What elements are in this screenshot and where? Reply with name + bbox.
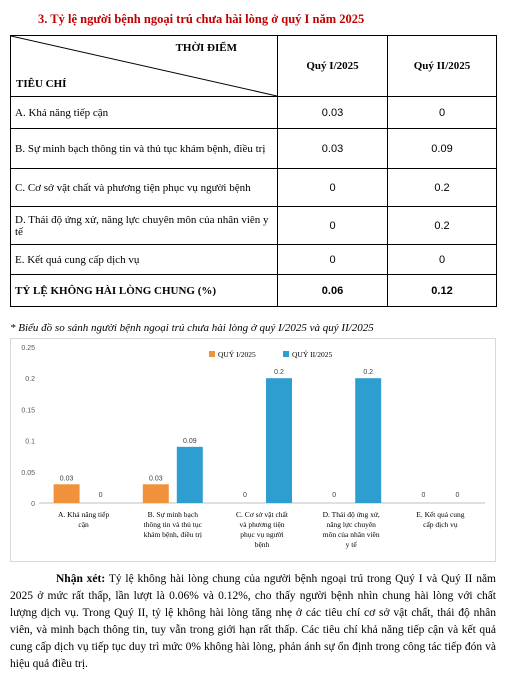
total-q2: 0.12 (387, 274, 497, 307)
row-q1: 0.03 (277, 96, 388, 129)
row-criteria: E. Kết quả cung cấp dịch vụ (10, 244, 278, 275)
x-tick-label: cấp dịch vụ (423, 520, 458, 529)
data-label: 0 (99, 492, 103, 499)
table-total-row: TỶ LỆ KHÔNG HÀI LÒNG CHUNG (%) 0.06 0.12 (10, 274, 497, 307)
row-q2: 0.2 (387, 168, 497, 207)
table-row: D. Thái độ ứng xử, năng lực chuyên môn c… (10, 206, 497, 245)
row-criteria: C. Cơ sở vật chất và phương tiện phục vụ… (10, 168, 278, 207)
dissatisfaction-table: THỜI ĐIỂM TIÊU CHÍ Quý I/2025 Quý II/202… (10, 35, 497, 307)
section-title: 3. Tỷ lệ người bệnh ngoại trú chưa hài l… (38, 12, 365, 26)
row-q1: 0 (277, 168, 388, 207)
data-label: 0.2 (363, 369, 373, 376)
row-q2: 0 (387, 96, 497, 129)
bar-q2 (176, 446, 203, 503)
x-tick-label: phục vụ người (240, 530, 283, 539)
y-tick-label: 0.25 (21, 345, 35, 352)
header-q1: Quý I/2025 (277, 35, 388, 97)
y-tick-label: 0.05 (21, 470, 35, 477)
row-q2: 0.2 (387, 206, 497, 245)
data-label: 0.03 (149, 475, 163, 482)
data-label: 0.2 (274, 369, 284, 376)
bar-q1 (53, 484, 80, 503)
table-header-row: THỜI ĐIỂM TIÊU CHÍ Quý I/2025 Quý II/202… (10, 35, 497, 97)
data-label: 0 (243, 492, 247, 499)
data-label: 0 (332, 492, 336, 499)
x-tick-label: thông tin và thủ tục (144, 520, 203, 529)
remarks-paragraph: Nhận xét: Tỷ lệ không hài lòng chung của… (10, 571, 496, 673)
chart-svg: 0 0.05 0.1 0.15 0.2 0.25 0.03 0 A. Khả năng tiếp… (21, 345, 485, 549)
x-tick-label: D. Thái độ ứng xử, (323, 510, 380, 519)
legend-swatch-q2 (283, 351, 289, 357)
data-label: 0 (455, 492, 459, 499)
row-criteria: B. Sự minh bạch thông tin và thủ tục khá… (10, 128, 278, 169)
remarks-label: Nhận xét: (56, 573, 106, 585)
y-tick-label: 0.2 (25, 376, 35, 383)
bar-q2 (266, 378, 292, 503)
header-criteria: TIÊU CHÍ (16, 78, 67, 90)
x-tick-label: khám bệnh, điều trị (144, 530, 202, 539)
total-q1: 0.06 (277, 274, 388, 307)
table-row: B. Sự minh bạch thông tin và thủ tục khá… (10, 128, 497, 169)
chart-caption: * Biểu đồ so sánh người bệnh ngoại trú c… (10, 322, 374, 334)
y-tick-label: 0.15 (21, 407, 35, 414)
row-q2: 0 (387, 244, 497, 275)
row-criteria: D. Thái độ ứng xử, năng lực chuyên môn c… (10, 206, 278, 245)
legend-label: QUÝ I/2025 (218, 349, 256, 359)
data-label: 0 (421, 492, 425, 499)
diagonal-line (11, 36, 277, 96)
legend-swatch-q1 (209, 351, 215, 357)
x-tick-label: môn của nhân viên (323, 530, 380, 539)
x-tick-label: cận (78, 520, 89, 529)
row-q1: 0 (277, 206, 388, 245)
data-label: 0.09 (183, 438, 197, 445)
header-time: THỜI ĐIỂM (175, 42, 237, 54)
comparison-chart: 0 0.05 0.1 0.15 0.2 0.25 0.03 0 A. Khả năng tiếp… (10, 338, 496, 562)
x-tick-label: và phương tiện (239, 520, 284, 529)
y-tick-label: 0 (31, 501, 35, 508)
header-q2: Quý II/2025 (387, 35, 497, 97)
x-tick-label: bệnh (255, 540, 270, 549)
bar-q2 (355, 378, 382, 503)
remarks-text: Tỷ lệ không hài lòng chung của người bện… (10, 573, 496, 670)
row-criteria: A. Khả năng tiếp cận (10, 96, 278, 129)
header-diagonal-cell: THỜI ĐIỂM TIÊU CHÍ (10, 35, 278, 97)
legend-label: QUÝ II/2025 (292, 349, 332, 359)
y-tick-label: 0.1 (25, 439, 35, 446)
x-tick-label: năng lực chuyên (326, 520, 376, 529)
table-row: A. Khả năng tiếp cận 0.03 0 (10, 96, 497, 129)
data-label: 0.03 (60, 475, 74, 482)
row-q1: 0 (277, 244, 388, 275)
x-tick-label: y tế (346, 540, 358, 549)
row-q2: 0.09 (387, 128, 497, 169)
x-tick-label: C. Cơ sở vật chất (236, 510, 289, 519)
total-criteria: TỶ LỆ KHÔNG HÀI LÒNG CHUNG (%) (10, 274, 278, 307)
table-row: E. Kết quả cung cấp dịch vụ 0 0 (10, 244, 497, 275)
x-tick-label: A. Khả năng tiếp (58, 510, 109, 519)
table-row: C. Cơ sở vật chất và phương tiện phục vụ… (10, 168, 497, 207)
x-tick-label: E. Kết quả cung (416, 510, 465, 519)
bar-q1 (142, 484, 169, 503)
row-q1: 0.03 (277, 128, 388, 169)
x-tick-label: B. Sự minh bạch (148, 510, 199, 519)
